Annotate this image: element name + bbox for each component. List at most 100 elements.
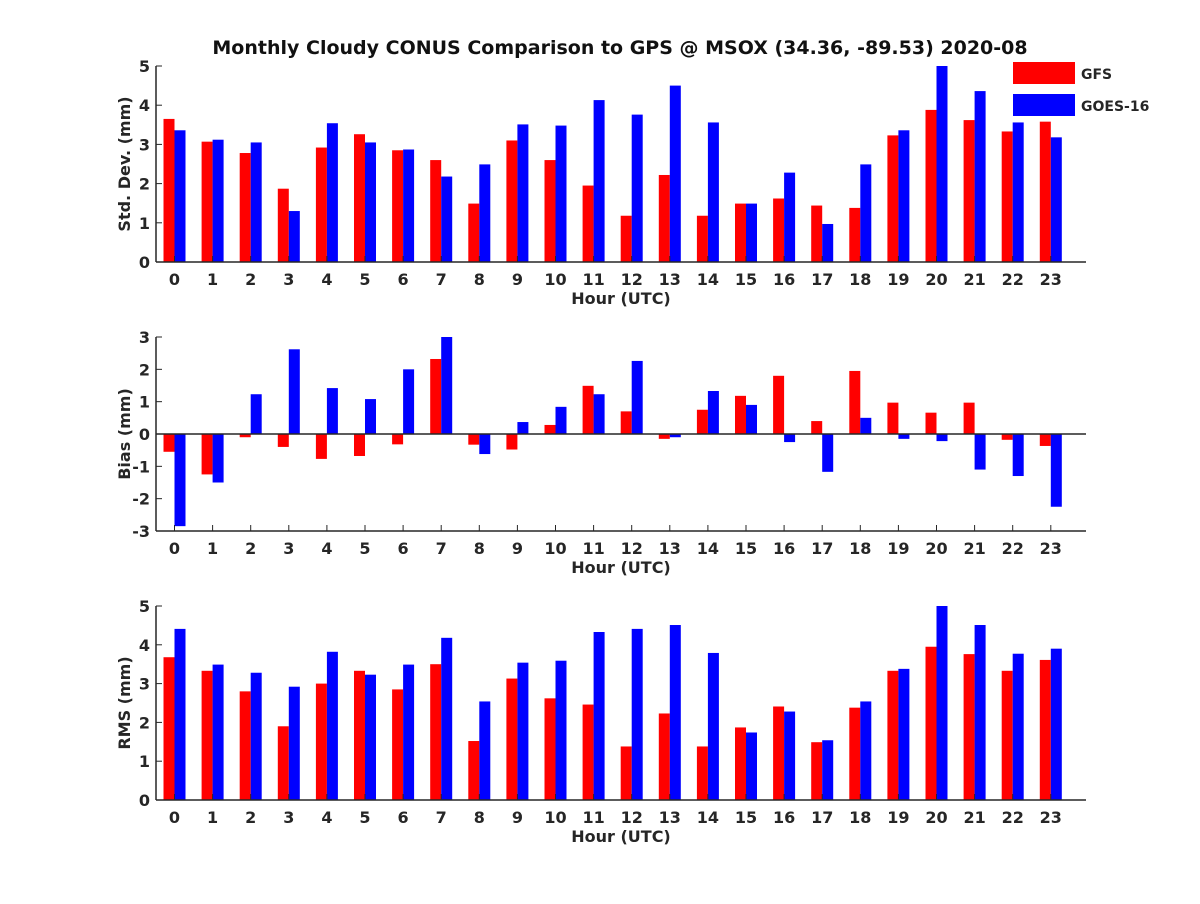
bar-gfs-hour-21 (963, 402, 975, 434)
bar-gfs-hour-0 (163, 118, 175, 262)
y-tick-label: -1 (132, 457, 150, 476)
bar-goes-16-hour-0 (174, 434, 186, 527)
x-tick-label: 2 (245, 808, 256, 827)
bar-gfs-hour-2 (239, 153, 251, 262)
bar-goes-16-hour-16 (784, 434, 796, 443)
x-tick-label: 9 (512, 270, 523, 289)
bar-gfs-hour-17 (811, 205, 823, 262)
legend: GFS GOES-16 (1013, 62, 1149, 116)
bar-goes-16-hour-19 (898, 130, 910, 262)
bar-goes-16-hour-10 (555, 660, 567, 800)
bar-goes-16-hour-21 (974, 91, 986, 262)
bar-gfs-hour-9 (506, 678, 518, 800)
bar-goes-16-hour-22 (1012, 434, 1024, 477)
bar-goes-16-hour-5 (365, 674, 376, 800)
bar-gfs-hour-15 (735, 727, 746, 800)
bar-goes-16-hour-14 (707, 652, 719, 800)
bar-gfs-hour-11 (582, 385, 594, 434)
bar-goes-16-hour-7 (441, 637, 453, 800)
bar-gfs-hour-4 (315, 434, 327, 459)
bar-goes-16-hour-6 (403, 664, 415, 800)
bar-gfs-hour-5 (354, 134, 365, 262)
bar-goes-16-hour-2 (250, 672, 262, 800)
bar-goes-16-hour-13 (669, 85, 681, 262)
x-tick-label: 19 (887, 808, 909, 827)
bar-gfs-hour-21 (963, 120, 975, 262)
bar-gfs-hour-0 (163, 657, 175, 800)
bar-gfs-hour-8 (468, 741, 480, 800)
bar-goes-16-hour-20 (936, 606, 948, 800)
bar-gfs-hour-20 (925, 646, 937, 800)
y-axis-label: RMS (mm) (115, 656, 134, 749)
x-tick-label: 10 (544, 808, 566, 827)
y-tick-label: 1 (139, 393, 150, 412)
bar-goes-16-hour-15 (746, 203, 757, 262)
x-tick-label: 19 (887, 270, 909, 289)
x-tick-label: 11 (582, 270, 604, 289)
x-tick-label: 3 (283, 539, 294, 558)
bar-gfs-hour-1 (201, 670, 213, 800)
bar-gfs-hour-4 (315, 147, 327, 262)
x-tick-label: 11 (582, 539, 604, 558)
bar-goes-16-hour-18 (860, 164, 872, 262)
bar-goes-16-hour-4 (326, 123, 338, 262)
x-tick-label: 14 (697, 270, 719, 289)
legend-label-goes-16: GOES-16 (1081, 99, 1149, 115)
bar-goes-16-hour-10 (555, 125, 567, 262)
bar-goes-16-hour-7 (441, 176, 453, 262)
x-tick-label: 2 (245, 270, 256, 289)
y-tick-label: 5 (139, 57, 150, 76)
x-tick-label: 8 (474, 808, 485, 827)
bar-gfs-hour-4 (315, 683, 327, 800)
x-tick-label: 13 (659, 270, 681, 289)
bar-goes-16-hour-10 (555, 406, 567, 434)
bar-gfs-hour-20 (925, 412, 937, 434)
bar-gfs-hour-8 (468, 203, 480, 262)
bar-gfs-hour-23 (1039, 434, 1051, 446)
bar-gfs-hour-22 (1001, 670, 1013, 800)
x-tick-label: 2 (245, 539, 256, 558)
x-tick-label: 18 (849, 539, 871, 558)
y-axis-label: Std. Dev. (mm) (115, 96, 134, 231)
x-tick-label: 7 (436, 270, 447, 289)
bar-gfs-hour-16 (773, 375, 785, 434)
bar-gfs-hour-0 (163, 434, 175, 452)
x-tick-label: 4 (321, 808, 332, 827)
x-tick-label: 5 (359, 808, 370, 827)
bar-gfs-hour-18 (849, 207, 861, 262)
legend-label-gfs: GFS (1081, 67, 1112, 83)
bar-goes-16-hour-14 (707, 122, 719, 262)
bar-gfs-hour-10 (544, 160, 556, 262)
x-tick-label: 14 (697, 808, 719, 827)
bar-goes-16-hour-11 (593, 100, 605, 262)
bar-goes-16-hour-14 (707, 391, 719, 434)
bar-goes-16-hour-8 (479, 434, 491, 455)
bar-goes-16-hour-11 (593, 394, 605, 434)
bar-goes-16-hour-13 (669, 625, 681, 800)
x-tick-label: 17 (811, 539, 833, 558)
bar-goes-16-hour-17 (822, 223, 834, 262)
bar-goes-16-hour-3 (288, 211, 300, 262)
y-tick-label: 3 (139, 135, 150, 154)
y-tick-label: 0 (139, 791, 150, 810)
bar-gfs-hour-17 (811, 742, 823, 800)
bar-gfs-hour-12 (620, 215, 632, 262)
x-tick-label: 1 (207, 539, 218, 558)
bar-gfs-hour-18 (849, 707, 861, 800)
bar-goes-16-hour-8 (479, 701, 491, 800)
bar-gfs-hour-12 (620, 411, 632, 434)
bar-goes-16-hour-1 (212, 664, 224, 800)
y-tick-label: 1 (139, 214, 150, 233)
bar-goes-16-hour-23 (1050, 434, 1062, 507)
bar-gfs-hour-2 (239, 434, 251, 438)
x-tick-label: 21 (963, 539, 985, 558)
bar-goes-16-hour-3 (288, 686, 300, 800)
x-tick-label: 13 (659, 539, 681, 558)
bar-gfs-hour-19 (887, 402, 899, 434)
bar-goes-16-hour-19 (898, 434, 910, 439)
x-tick-label: 16 (773, 539, 795, 558)
bar-gfs-hour-11 (582, 185, 594, 262)
